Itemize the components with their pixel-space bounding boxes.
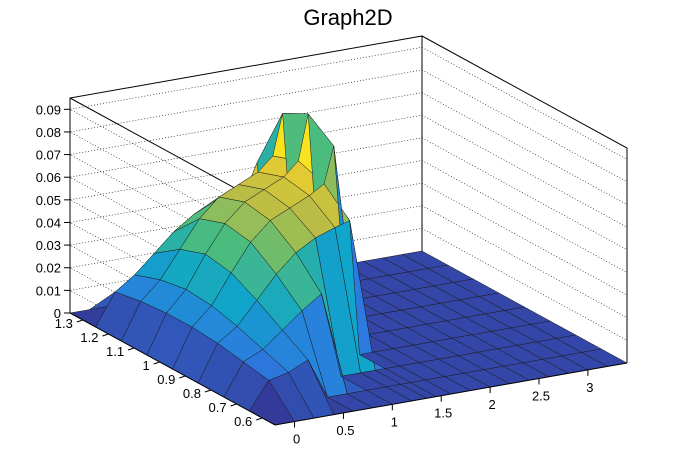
z-tick-label: 0 <box>54 306 61 321</box>
x-tick-label: 0 <box>293 432 300 447</box>
y-tick-label: 0.7 <box>208 400 226 415</box>
z-tick-label: 0.08 <box>36 125 61 140</box>
y-tick-mark <box>256 417 263 421</box>
chart-title: Graph2D <box>303 5 392 30</box>
y-tick-mark <box>127 347 135 351</box>
surface-plot <box>69 112 628 426</box>
z-tick-label: 0.06 <box>36 170 61 185</box>
y-tick-label: 1.1 <box>106 344 124 359</box>
y-tick-mark <box>153 361 160 365</box>
z-gridline <box>69 69 628 245</box>
chart-box-front-edges <box>69 312 628 426</box>
x-tick-label: 1 <box>391 414 398 429</box>
y-tick-label: 0.8 <box>183 386 201 401</box>
y-tick-label: 1.2 <box>80 330 98 345</box>
x-tick-label: 3 <box>586 380 593 395</box>
box-right-edge <box>421 35 628 363</box>
z-tick-label: 0.01 <box>36 283 61 298</box>
y-tick-mark <box>179 375 186 379</box>
y-tick-mark <box>204 389 212 393</box>
y-tick-mark <box>76 319 83 323</box>
z-tick-label: 0.07 <box>36 148 61 163</box>
y-tick-label: 0.6 <box>234 414 252 429</box>
x-tick-label: 0.5 <box>336 423 354 438</box>
y-tick-mark <box>230 403 237 407</box>
z-tick-label: 0.09 <box>36 102 61 117</box>
box-back-edge <box>69 35 423 313</box>
x-tick-label: 2.5 <box>532 389 550 404</box>
z-tick-label: 0.04 <box>36 215 61 230</box>
z-tick-label: 0.05 <box>36 193 61 208</box>
z-tick-label: 0.03 <box>36 238 61 253</box>
z-tick-label: 0.02 <box>36 261 61 276</box>
y-tick-mark <box>102 333 109 337</box>
box-front-edge <box>69 312 628 426</box>
z-gridline <box>69 46 628 222</box>
x-tick-label: 1.5 <box>434 406 452 421</box>
y-tick-label: 1.3 <box>55 316 73 331</box>
y-tick-label: 0.9 <box>157 372 175 387</box>
axis-ticks: 00.511.522.530.60.70.80.911.11.21.300.01… <box>36 102 594 446</box>
x-tick-label: 2 <box>488 397 495 412</box>
y-tick-label: 1 <box>142 358 149 373</box>
